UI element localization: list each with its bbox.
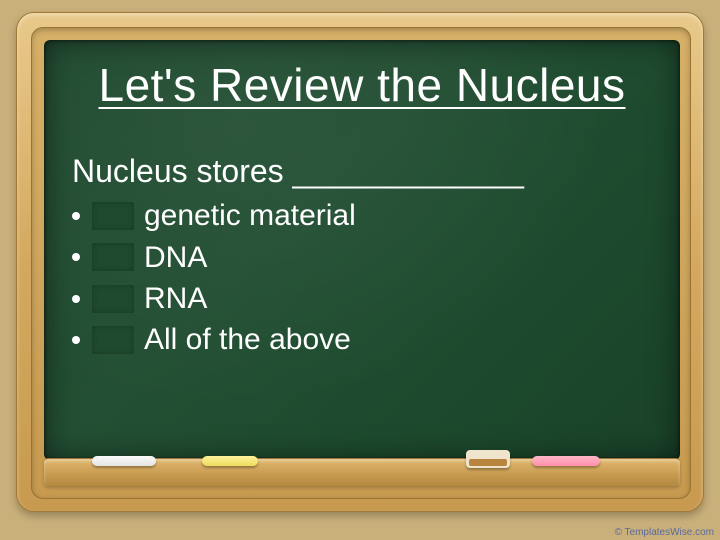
- option-c: RNA: [72, 278, 660, 319]
- option-a: genetic material: [72, 195, 660, 236]
- option-text: DNA: [144, 237, 207, 278]
- chalk-pink-icon: [532, 456, 600, 466]
- slide-body: Nucleus stores _____________ genetic mat…: [72, 150, 660, 361]
- answer-options: genetic material DNA RNA: [72, 195, 660, 361]
- chalkboard-frame-inner: Let's Review the Nucleus Nucleus stores …: [31, 27, 691, 499]
- option-b: DNA: [72, 237, 660, 278]
- option-text: genetic material: [144, 195, 356, 236]
- chalk-yellow-icon: [202, 456, 258, 466]
- bullet-icon: [72, 295, 80, 303]
- chalkboard-surface: Let's Review the Nucleus Nucleus stores …: [44, 40, 680, 460]
- eraser-icon: [466, 450, 510, 468]
- option-letter-cover: [92, 243, 134, 271]
- chalkboard-frame-outer: Let's Review the Nucleus Nucleus stores …: [16, 12, 704, 512]
- bullet-icon: [72, 253, 80, 261]
- bullet-icon: [72, 336, 80, 344]
- slide-title: Let's Review the Nucleus: [44, 58, 680, 112]
- option-d: All of the above: [72, 319, 660, 360]
- option-letter-cover: [92, 285, 134, 313]
- template-credit: © TemplatesWise.com: [615, 527, 714, 538]
- chalk-white-icon: [92, 456, 156, 466]
- option-text: All of the above: [144, 319, 351, 360]
- option-text: RNA: [144, 278, 207, 319]
- option-letter-cover: [92, 202, 134, 230]
- option-letter-cover: [92, 326, 134, 354]
- question-prompt: Nucleus stores _____________: [72, 150, 660, 193]
- bullet-icon: [72, 212, 80, 220]
